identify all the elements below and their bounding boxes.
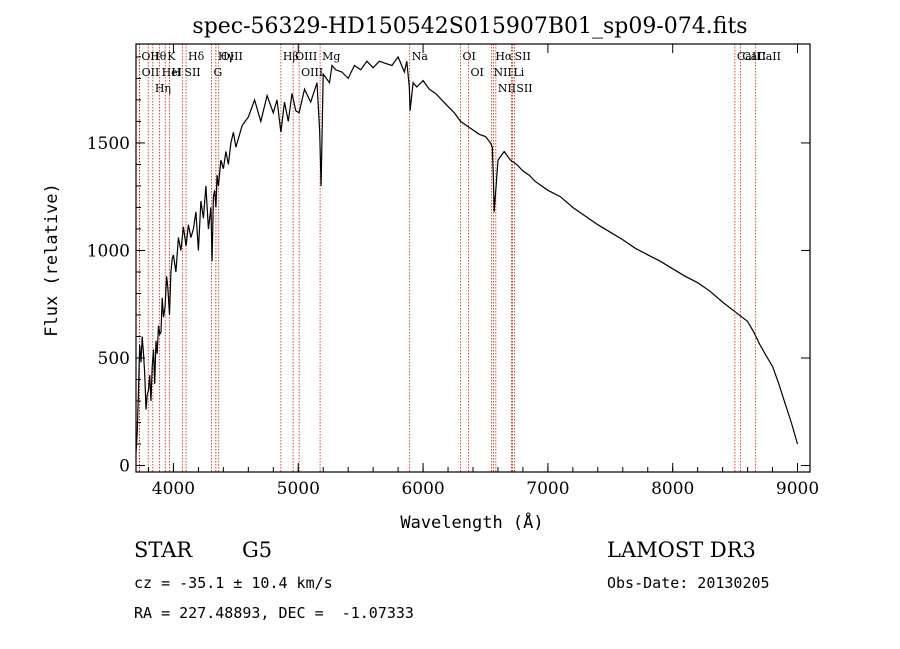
line-label-h: H (171, 66, 181, 79)
line-label-hβ: Hβ (283, 50, 299, 63)
x-tick-label: 6000 (401, 479, 444, 499)
line-label-oii: OII (142, 66, 160, 79)
line-label-sii: SII (515, 50, 531, 63)
x-tick-label: 8000 (651, 479, 694, 499)
coordinates: RA = 227.48893, DEC = -1.07333 (134, 604, 414, 622)
line-label-nii: NII (498, 82, 516, 95)
line-label-sii: SII (516, 82, 532, 95)
x-tick-label: 7000 (526, 479, 569, 499)
object-subclass: G5 (242, 538, 273, 562)
spectrum-series-flux (135, 55, 799, 453)
line-label-caii: CaII (742, 50, 766, 63)
line-label-caii: CaII (737, 50, 761, 63)
object-class: STAR (134, 538, 193, 562)
line-label-oi: OI (471, 66, 484, 79)
line-label-k: K (167, 50, 176, 63)
line-label-oiii: OIII (301, 66, 323, 79)
x-axis: 4000 5000 6000 7000 8000 9000 (147, 44, 819, 499)
y-tick-label: 1500 (87, 134, 130, 154)
spectral-line-markers (138, 44, 756, 472)
line-label-hα: Hα (495, 50, 513, 63)
y-axis-label: Flux (relative) (42, 183, 62, 337)
line-label-sii: SII (184, 66, 200, 79)
line-label-na: Na (412, 50, 429, 63)
x-tick-label: 5000 (277, 479, 320, 499)
x-axis-label: Wavelength (Å) (400, 511, 543, 533)
line-label-hγ: Hγ (218, 50, 235, 63)
survey-label: LAMOST DR3 (607, 538, 756, 562)
line-label-oiii: OIII (221, 50, 243, 63)
line-label-oiii: OIII (295, 50, 317, 63)
line-label-caii: CaII (757, 50, 781, 63)
line-label-hθ: Hθ (150, 50, 167, 63)
plot-frame (135, 43, 811, 473)
line-label-hei: HeI (162, 66, 182, 79)
line-label-oi: OI (463, 50, 476, 63)
y-tick-label: 1000 (87, 241, 130, 261)
line-label-oii: OII (141, 50, 159, 63)
line-label-g: G (214, 66, 223, 79)
observation-date: Obs-Date: 20130205 (607, 574, 770, 592)
y-tick-label: 0 (119, 457, 130, 477)
y-tick-label: 500 (98, 349, 130, 369)
line-label-nii: NII (493, 66, 511, 79)
x-tick-label: 9000 (776, 479, 819, 499)
line-label-li: Li (513, 66, 524, 79)
chart-title: spec-56329-HD150542S015907B01_sp09-074.f… (192, 14, 747, 39)
redshift-cz: cz = -35.1 ± 10.4 km/s (134, 574, 333, 592)
x-tick-label: 4000 (152, 479, 195, 499)
line-label-hη: Hη (155, 82, 171, 95)
line-label-hδ: Hδ (188, 50, 205, 63)
y-axis: 0 500 1000 1500 (87, 56, 810, 477)
line-label-mg: Mg (322, 50, 340, 63)
